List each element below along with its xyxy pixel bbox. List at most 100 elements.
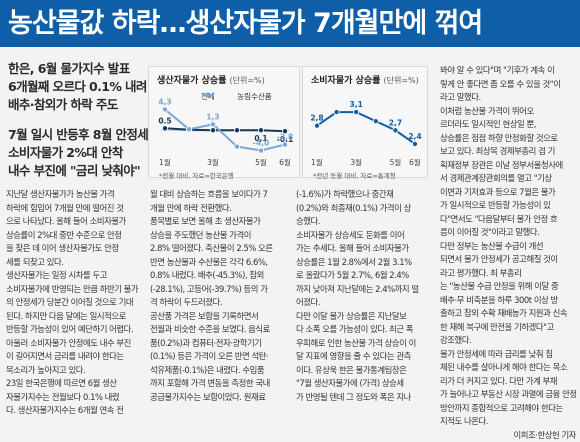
x-tick-label: 1월 [311, 157, 323, 167]
text-line: 격 하락이 두드러졌다. [150, 296, 288, 310]
text-line: 상승을 주도했던 농산물 가격이 [150, 229, 288, 243]
text-line: (0.1%) 등은 가격이 오른 반면 석탄· [150, 350, 288, 364]
data-point [393, 128, 398, 133]
text-line: 로 올랐다가 5월 2.7%, 6월 2.4% [296, 269, 430, 283]
text-line: 까지 낮아져 지난달에는 2.4%까지 떨 [296, 283, 430, 297]
text-line: 달 지표에 영향을 줄 수 있다는 관측 [296, 350, 430, 364]
text-line: 체된 내수를 살아나게 해야 한다는 목소 [440, 361, 576, 375]
text-line: 하락에 힘입어 7개월 만에 떨어진 것 [6, 202, 142, 216]
text-line: 출하고 참외 수확 재배농가 지원과 신속 [440, 307, 576, 321]
text-line: 강조했다. [440, 334, 576, 348]
subhead-2: 6개월째 오르다 0.1% 내려 [8, 78, 140, 96]
text-line: 된다. 하지만 다음 달에는 일시적으로 [6, 310, 142, 324]
text-line: 가 반영될 텐데 그 정도와 폭은 지나 [296, 391, 430, 405]
text-line: 세를 되찾고 있다. [6, 256, 142, 270]
text-line: 라고 평가했다. 최 부총리 [440, 267, 576, 281]
subhead-4: 7월 일시 반등후 8월 안정세 [8, 126, 140, 144]
text-line: 물가 안정세에 따라 금리를 낮춰 침 [440, 348, 576, 362]
text-line: 공산품 가격은 보합을 기록하면서 [150, 310, 288, 324]
data-point [162, 126, 167, 131]
data-point [210, 128, 215, 133]
text-line: 전월과 비슷한 수준을 보였다. 음식료 [150, 323, 288, 337]
subhead-1: 한은, 6월 물가지수 발표 [8, 60, 140, 78]
subhead-3: 배추·참외가 하락 주도 [8, 96, 140, 114]
text-line: 소비자물가에 반영되는 만큼 하반기 물가 [6, 283, 142, 297]
text-line: 승했다. [296, 215, 430, 229]
data-point [186, 127, 191, 132]
data-point [412, 141, 417, 146]
text-line: 상승률은 점점 하향 안정화할 것으로 [440, 132, 576, 146]
data-label: 4,3 [158, 97, 171, 106]
text-line: 다 소폭 오를 가능성이 있다. 최근 폭 [296, 323, 430, 337]
text-line: 이다. 유상욱 한은 물가통계팀장은 [296, 364, 430, 378]
article-column-3: (-1.6%)가 하락했으나 중간재(0.2%)와 최종재(0.1%) 가격이 … [296, 188, 430, 404]
text-line: 으로 나타났다. 올해 들어 소비자물가 [6, 215, 142, 229]
text-line: 2.8% 떨어졌다. 축산물이 2.5% 오른 [150, 242, 288, 256]
data-label: -2,8 [277, 133, 293, 142]
text-line: (0.2%)와 최종재(0.1%) 가격이 상 [296, 202, 430, 216]
text-line: 을 찾은 데 이어 생산자물가도 안정 [6, 242, 142, 256]
text-line: 목소리가 높아지고 있다. [6, 364, 142, 378]
data-point [373, 119, 378, 124]
text-line: 23일 한국은행에 따르면 6월 생산 [6, 377, 142, 391]
text-line: 서 경제관계장관회의를 열고 "기상 [440, 172, 576, 186]
text-line: 월 대비 상승하는 흐름을 보이다가 7 [150, 188, 288, 202]
chart-source: *전월 대비, 자료=한국은행 [159, 170, 234, 180]
text-line: 품(0.2%)과 컴퓨터·전자·광학기기 [150, 337, 288, 351]
text-line: 어졌다. [296, 296, 430, 310]
x-tick-label: 6월 [279, 157, 291, 167]
data-point [210, 122, 215, 127]
text-line: 공급물가지수는 보합이었다. 원재료 [150, 391, 288, 405]
text-line: 우피해로 인한 농산물 가격 상승이 이 [296, 337, 430, 351]
subhead-6: 내수 부진에 "금리 낮춰야" [8, 162, 140, 180]
data-point [354, 109, 359, 114]
text-line: 아울러 소비자물가 안정에도 내수 부진 [6, 337, 142, 351]
data-point [334, 109, 339, 114]
text-line: 이처럼 농산물 가격이 뛰어오 [440, 105, 576, 119]
text-line: 다만 이달 물가 상승률은 지난달보 [296, 310, 430, 324]
text-line: 상승률이 2%대 중반 수준으로 안정 [6, 229, 142, 243]
text-line: 가는 추세다. 올해 들어 소비자물가 [296, 242, 430, 256]
text-line: 자물가지수는 전월보다 0.1% 내렸 [6, 391, 142, 405]
text-line: 름이 이어질 것"이라고 말했다. [440, 226, 576, 240]
text-line: 다. 생산자물가지수는 6개월 연속 전 [6, 404, 142, 418]
text-line: 품목별로 보면 올해 초 생산자물가 [150, 215, 288, 229]
text-line: 되면서 물가 안정세가 공고해질 것이 [440, 253, 576, 267]
text-line: 라고 말했다. [440, 91, 576, 105]
text-line: 획재정부 장관은 이날 정부서울청사에 [440, 159, 576, 173]
text-line: 이변과 기저효과 등으로 7월은 물가 [440, 186, 576, 200]
text-line: 의 안정세가 당분간 이어질 것으로 기대 [6, 296, 142, 310]
text-line: 한 재해 복구에 만전을 기하겠다"고 [440, 321, 576, 335]
text-line: 상승률은 1월 2.8%에서 2월 3.1% [296, 256, 430, 270]
text-line: 소비자물가 상승세도 둔화를 이어 [296, 229, 430, 243]
text-line: 보고 있다. 최상목 경제부총리 겸 기 [440, 145, 576, 159]
text-line: 이 길어지면서 금리를 내려야 한다는 [6, 350, 142, 364]
chart-source: *전년 동월 대비, 자료=통계청 [313, 170, 396, 180]
text-line: 석유제품(-0.1%)은 내렸다. 수입품 [150, 364, 288, 378]
headline: 농산물값 하락…생산자물가 7개월만에 꺾여 [0, 0, 580, 47]
text-line: 렇게 안 좋다면 좀 오를 수 있을 것"이 [440, 78, 576, 92]
subhead-5: 소비자물가 2%대 안착 [8, 144, 140, 162]
text-line: 다만 정부는 농산물 수급이 개선 [440, 240, 576, 254]
text-line: 봐야 알 수 있다"며 "기후가 계속 이 [440, 64, 576, 78]
producer-price-chart: 생산자물가 상승률 (단위=%) 전체 농림수산품 1월3월5월6월0.50,1… [148, 66, 300, 178]
text-line: 개월 만에 하락 전환했다. [150, 202, 288, 216]
text-line: 반등할 가능성이 있어 예단하기 어렵다. [6, 323, 142, 337]
data-label: 2,7 [389, 118, 402, 127]
data-point [282, 142, 287, 147]
data-point [234, 128, 239, 133]
text-line: 방안까지 종합적으로 고려해야 한다는 [440, 402, 576, 416]
data-point [258, 148, 263, 153]
text-line: 가 늘어나고 부동산 시장 과열에 금융 안정 [440, 388, 576, 402]
byline: 이희조·한상헌 기자 [440, 429, 576, 442]
text-line: (-28.1%), 고등어(-39.7%) 등의 가 [150, 283, 288, 297]
x-tick-label: 5월 [390, 157, 402, 167]
text-line: (-1.6%)가 하락했으나 중간재 [296, 188, 430, 202]
x-tick-label: 6월 [409, 157, 421, 167]
text-line: "7월 생산자물가에 (가격) 상승세 [296, 377, 430, 391]
data-label: -4,0 [253, 139, 269, 148]
text-line: 까지 포함해 가격 변동을 측정한 국내 [150, 377, 288, 391]
